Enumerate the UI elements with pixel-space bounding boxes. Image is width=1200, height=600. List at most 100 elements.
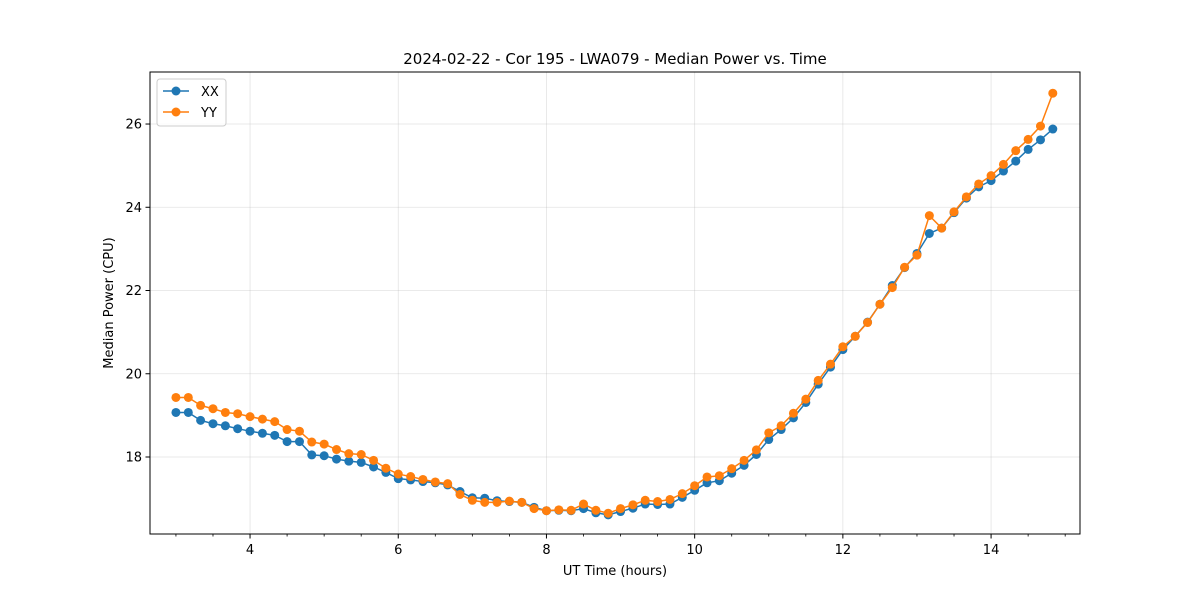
- data-point-yy: [801, 394, 811, 404]
- data-point-yy: [183, 392, 193, 402]
- y-axis-title: Median Power (CPU): [102, 237, 117, 368]
- data-point-xx: [344, 456, 354, 466]
- x-tick-label: 14: [983, 543, 1000, 558]
- data-point-yy: [653, 497, 663, 507]
- data-point-yy: [492, 497, 502, 507]
- data-point-yy: [751, 445, 761, 455]
- data-point-yy: [924, 211, 934, 221]
- data-point-yy: [912, 250, 922, 260]
- data-point-xx: [171, 407, 181, 417]
- data-point-xx: [270, 430, 280, 440]
- data-point-xx: [1023, 144, 1033, 154]
- data-point-yy: [319, 439, 329, 449]
- data-point-yy: [603, 508, 613, 518]
- data-point-xx: [282, 437, 292, 447]
- data-point-yy: [171, 392, 181, 402]
- data-point-yy: [714, 471, 724, 481]
- legend-label-yy: YY: [200, 106, 217, 121]
- data-point-yy: [270, 417, 280, 427]
- data-point-yy: [788, 408, 798, 418]
- data-point-xx: [356, 457, 366, 467]
- data-point-yy: [616, 504, 626, 514]
- x-tick-label: 4: [246, 543, 254, 558]
- data-point-yy: [838, 342, 848, 352]
- data-point-yy: [850, 331, 860, 341]
- data-point-yy: [727, 464, 737, 474]
- y-tick-label: 22: [125, 284, 142, 299]
- y-tick-label: 24: [125, 201, 142, 216]
- data-point-yy: [220, 407, 230, 417]
- data-point-yy: [566, 505, 576, 515]
- data-point-yy: [196, 400, 206, 410]
- legend-label-xx: XX: [201, 85, 219, 100]
- data-point-yy: [813, 375, 823, 385]
- data-point-yy: [677, 489, 687, 499]
- data-point-yy: [257, 414, 267, 424]
- data-point-xx: [764, 435, 774, 445]
- data-point-yy: [455, 489, 465, 499]
- data-point-yy: [1023, 134, 1033, 144]
- data-point-yy: [764, 428, 774, 438]
- data-point-yy: [1011, 146, 1021, 156]
- data-point-xx: [1048, 124, 1058, 134]
- data-point-yy: [430, 477, 440, 487]
- x-tick-label: 8: [542, 543, 550, 558]
- data-point-yy: [418, 474, 428, 484]
- data-point-yy: [517, 497, 527, 507]
- data-point-yy: [1048, 88, 1058, 98]
- data-point-yy: [739, 455, 749, 465]
- series-yy: [171, 88, 1058, 518]
- data-point-xx: [998, 166, 1008, 176]
- data-point-yy: [282, 425, 292, 435]
- data-point-yy: [702, 472, 712, 482]
- data-point-yy: [356, 450, 366, 459]
- data-point-yy: [937, 223, 947, 233]
- data-point-xx: [294, 437, 304, 447]
- data-point-yy: [998, 159, 1008, 169]
- data-point-xx: [1036, 135, 1045, 145]
- x-axis-title: UT Time (hours): [563, 564, 667, 579]
- y-tick-label: 26: [125, 118, 142, 133]
- data-point-xx: [319, 451, 329, 461]
- data-point-xx: [307, 450, 317, 460]
- data-point-yy: [393, 469, 403, 479]
- data-point-yy: [961, 192, 971, 202]
- data-point-yy: [974, 179, 984, 189]
- plot-frame: [149, 71, 1081, 535]
- data-point-yy: [863, 318, 873, 328]
- data-point-xx: [196, 415, 206, 425]
- data-point-yy: [344, 449, 354, 459]
- data-point-xx: [257, 428, 267, 438]
- data-point-yy: [332, 445, 342, 455]
- data-point-xx: [220, 421, 230, 431]
- data-point-yy: [208, 404, 218, 414]
- data-point-yy: [825, 359, 835, 369]
- data-point-yy: [233, 409, 243, 419]
- data-point-yy: [369, 455, 379, 465]
- data-point-yy: [986, 171, 996, 181]
- data-point-xx: [1011, 156, 1021, 166]
- data-point-yy: [541, 506, 551, 516]
- data-point-yy: [690, 481, 700, 491]
- data-point-yy: [949, 207, 959, 217]
- legend-marker-xx: [171, 86, 181, 96]
- chart-title: 2024-02-22 - Cor 195 - LWA079 - Median P…: [403, 50, 827, 68]
- data-point-xx: [208, 419, 218, 429]
- data-point-yy: [640, 495, 650, 505]
- data-point-yy: [245, 412, 255, 422]
- data-point-yy: [504, 496, 514, 506]
- data-point-yy: [591, 505, 601, 515]
- data-point-xx: [924, 228, 934, 238]
- y-tick-label: 18: [125, 451, 142, 466]
- data-point-yy: [529, 504, 539, 514]
- data-point-yy: [665, 494, 675, 504]
- data-point-yy: [554, 505, 564, 515]
- data-point-yy: [443, 479, 453, 489]
- y-tick-label: 20: [125, 367, 142, 382]
- x-tick-label: 6: [394, 543, 402, 558]
- legend-marker-yy: [171, 107, 181, 117]
- data-point-yy: [307, 437, 317, 447]
- data-point-xx: [245, 426, 255, 436]
- data-point-yy: [294, 426, 304, 436]
- data-point-yy: [900, 262, 910, 272]
